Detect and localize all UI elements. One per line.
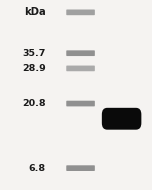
Text: 20.8: 20.8 <box>22 99 46 108</box>
FancyBboxPatch shape <box>66 66 95 71</box>
Text: 6.8: 6.8 <box>28 164 46 173</box>
FancyBboxPatch shape <box>66 10 95 15</box>
Text: kDa: kDa <box>24 7 46 17</box>
Text: 28.9: 28.9 <box>22 64 46 73</box>
Text: 35.7: 35.7 <box>22 49 46 58</box>
FancyBboxPatch shape <box>66 50 95 56</box>
FancyBboxPatch shape <box>102 108 141 130</box>
FancyBboxPatch shape <box>66 101 95 106</box>
FancyBboxPatch shape <box>66 165 95 171</box>
